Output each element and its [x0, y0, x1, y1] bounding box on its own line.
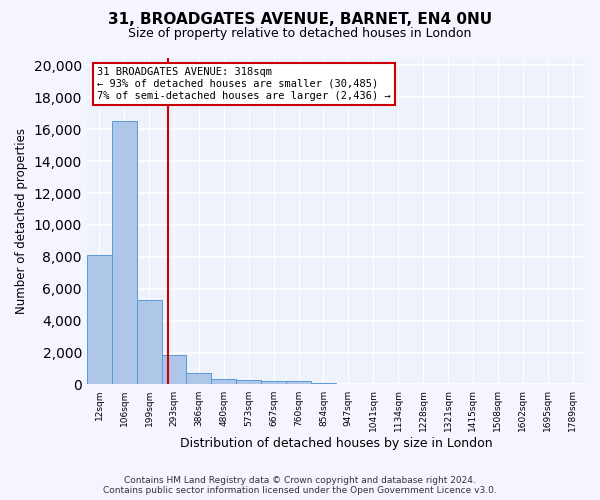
- Text: Size of property relative to detached houses in London: Size of property relative to detached ho…: [128, 28, 472, 40]
- Bar: [211, 379, 236, 384]
- Bar: [87, 256, 112, 384]
- Bar: [112, 122, 137, 384]
- X-axis label: Distribution of detached houses by size in London: Distribution of detached houses by size …: [179, 437, 492, 450]
- Bar: [187, 374, 211, 384]
- Bar: [286, 381, 311, 384]
- Bar: [311, 383, 336, 384]
- Bar: [161, 355, 187, 384]
- Bar: [236, 380, 261, 384]
- Bar: [137, 300, 161, 384]
- Bar: [261, 381, 286, 384]
- Text: 31, BROADGATES AVENUE, BARNET, EN4 0NU: 31, BROADGATES AVENUE, BARNET, EN4 0NU: [108, 12, 492, 28]
- Text: 31 BROADGATES AVENUE: 318sqm
← 93% of detached houses are smaller (30,485)
7% of: 31 BROADGATES AVENUE: 318sqm ← 93% of de…: [97, 68, 391, 100]
- Y-axis label: Number of detached properties: Number of detached properties: [15, 128, 28, 314]
- Text: Contains HM Land Registry data © Crown copyright and database right 2024.
Contai: Contains HM Land Registry data © Crown c…: [103, 476, 497, 495]
